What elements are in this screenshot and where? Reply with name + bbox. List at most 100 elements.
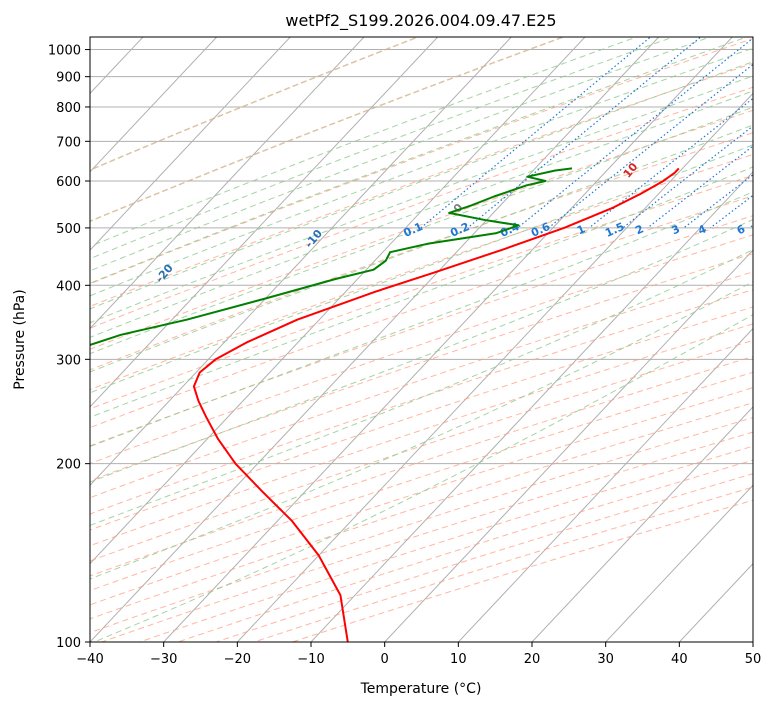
plot-area: 0.10.20.40.611.52346810131620253036-100-… [90,37,753,642]
dry-adiabat-line [100,431,753,642]
adiabat-label: -10 [302,227,325,251]
moist-adiabat-line [90,37,639,248]
moist-adiabat-line [90,106,753,355]
dry-adiabat-line [90,195,753,429]
y-tick-label: 800 [56,101,81,116]
moist-adiabat-line [90,191,753,448]
dry-adiabat-line [90,271,753,499]
y-tick-label: 600 [56,175,81,190]
dry-adiabat-line [138,445,753,642]
y-tick-label: 500 [56,222,81,237]
dry-adiabat-line [90,38,753,285]
mixing-ratio-line [710,194,753,229]
moist-adiabat-line [90,218,753,483]
mixing-ratio-line [517,37,753,229]
mixing-ratio-line [467,37,702,229]
moist-adiabat-line [90,47,753,297]
dry-adiabat-line [90,109,753,350]
moist-adiabat-line [90,37,749,284]
x-tick-label: −20 [224,652,251,667]
adiabat-label: 10 [621,160,641,180]
mixing-ratio-line [622,125,753,229]
isotherm-line [90,37,365,330]
x-tick-label: 50 [745,652,762,667]
y-tick-label: 400 [56,279,81,294]
y-tick-label: 700 [56,135,81,150]
y-tick-label: 900 [56,71,81,86]
isotherm-line [90,37,218,173]
dry-adiabat-line [90,417,753,634]
moist-adiabat-line [94,314,753,642]
moist-adiabat-line [90,249,753,526]
moist-adiabat-line [90,124,753,373]
isotherm-line [531,406,753,642]
x-tick-label: −30 [150,652,177,667]
isotherm-line [236,92,753,642]
dry-adiabat-line [90,215,753,447]
isotherm-line [90,37,513,486]
x-tick-label: −10 [297,652,324,667]
mixing-ratio-label: 0.1 [402,220,425,240]
mixing-ratio-line [647,145,753,229]
dry-adiabat-line [290,499,753,642]
profile-series [90,167,680,642]
dry-adiabat-line [252,486,753,642]
dry-adiabat-line [90,62,753,307]
temperature-profile-line [192,167,680,642]
x-tick-label: −40 [76,652,103,667]
dewpoint-profile-line [90,167,573,347]
mixing-ratio-label: 4 [696,222,709,237]
dry-adiabat-line [90,174,753,410]
isotherm-line [90,37,292,251]
dry-adiabat-line [90,234,753,465]
dry-adiabat-line [90,371,753,592]
moist-adiabat-line [90,75,753,324]
y-axis-label: Pressure (hPa) [12,289,28,389]
x-tick-label: 20 [524,652,541,667]
background-lines [90,37,753,642]
y-tick-label: 300 [56,353,81,368]
adiabat-label: -20 [153,261,176,285]
isotherm-line [310,171,753,642]
x-axis-label: Temperature (°C) [360,681,482,697]
x-tick-label: 10 [450,652,467,667]
chart-title: wetPf2_S199.2026.004.09.47.E25 [285,11,556,31]
y-tick-label: 100 [56,636,81,651]
dry-adiabat-line [90,289,753,515]
moist-adiabat-line [90,166,753,418]
dry-adiabat-line [90,306,753,531]
dry-adiabat-line [90,402,753,620]
isotherm-line [90,37,439,408]
moist-adiabat-line [90,144,753,394]
mixing-ratio-label: 2 [633,222,645,237]
mixing-ratio-label: 1.5 [603,220,626,240]
dry-adiabat-line [90,86,753,329]
isotherm-line [383,249,753,642]
dry-adiabat-line [90,323,753,547]
isotherm-line [678,562,753,642]
moist-adiabat-line [90,281,753,580]
isotherm-line [604,484,753,642]
x-tick-label: 0 [381,652,389,667]
y-tick-label: 1000 [48,44,81,59]
reference-curve [90,37,566,223]
moist-adiabat-line [90,37,675,260]
dry-adiabat-line [90,132,753,371]
x-tick-label: 30 [597,652,614,667]
isotherm-line [90,37,660,642]
dry-adiabat-line [90,339,753,562]
reference-curve [90,37,421,171]
mixing-ratio-label: 1 [575,222,587,237]
y-tick-label: 200 [56,458,81,473]
isotherm-line [90,37,586,565]
mixing-ratio-line [420,37,652,229]
dry-adiabat-line [90,387,753,606]
axes: −40 −30 −20 −10 0 10 20 30 40 5010020030040050060… [48,44,761,667]
dry-adiabat-line [90,253,753,482]
dry-adiabat-line [214,473,753,642]
moist-adiabat-line [90,61,753,310]
isotherm-line [752,641,753,642]
moist-adiabat-line [90,90,753,338]
mixing-ratio-label: 3 [670,222,682,237]
